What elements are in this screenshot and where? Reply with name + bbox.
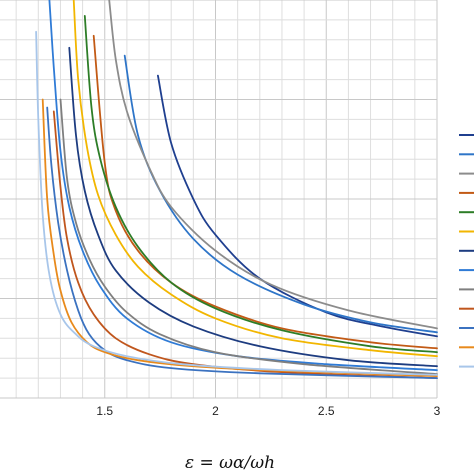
series-line-1 (157, 74, 438, 338)
series-line-2 (123, 54, 438, 334)
x-tick-label: 2 (212, 404, 219, 418)
series-line-3 (108, 0, 438, 330)
series-line-13 (35, 30, 438, 376)
x-axis-label: ε = ωα/ωh (185, 453, 275, 473)
series-line-5 (83, 15, 438, 354)
x-tick-label: 1.5 (96, 404, 113, 418)
series-line-10 (52, 110, 438, 379)
series-line-9 (59, 98, 438, 375)
x-tick-label: 3 (434, 404, 441, 418)
series-line-7 (68, 46, 438, 368)
series-line-6 (72, 0, 438, 358)
series-line-11 (46, 106, 438, 379)
x-tick-label: 2.5 (318, 404, 335, 418)
series-line-8 (48, 0, 438, 371)
